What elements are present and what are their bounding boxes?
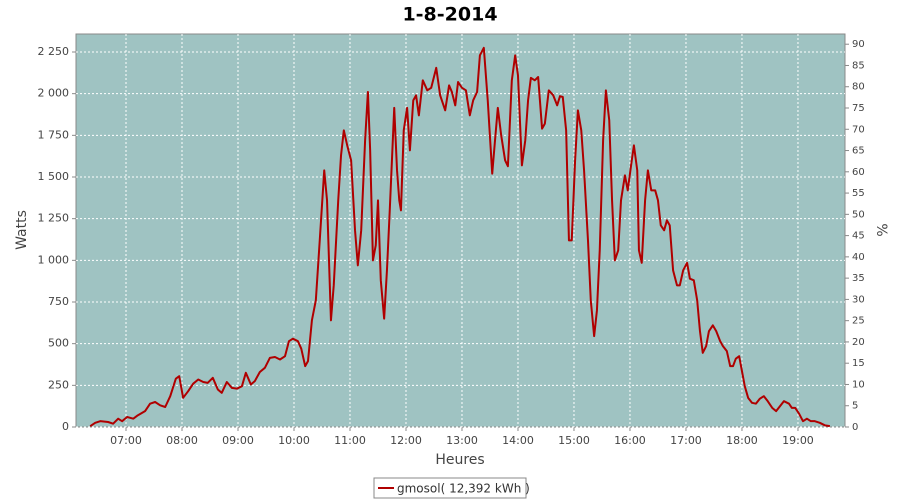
x-tick-label: 14:00 <box>502 434 534 447</box>
y2-axis-title: % <box>873 223 889 236</box>
chart-title: 1-8-2014 <box>402 4 497 26</box>
y-tick-label: 1 500 <box>38 170 70 183</box>
x-tick-label: 17:00 <box>670 434 702 447</box>
y2-tick-label: 65 <box>852 146 865 157</box>
y2-tick-label: 80 <box>852 82 865 93</box>
x-axis-title: Heures <box>435 452 484 468</box>
y-tick-label: 250 <box>48 378 69 391</box>
y2-tick-label: 15 <box>852 358 865 369</box>
y-tick-label: 2 250 <box>38 45 70 58</box>
y2-tick-label: 35 <box>852 273 865 284</box>
x-tick-label: 18:00 <box>726 434 758 447</box>
y2-tick-label: 20 <box>852 337 865 348</box>
x-tick-label: 12:00 <box>390 434 422 447</box>
y-tick-label: 750 <box>48 295 69 308</box>
series-line <box>89 46 831 428</box>
y2-tick-label: 70 <box>852 124 865 135</box>
y2-tick-label: 60 <box>852 167 865 178</box>
x-tick-label: 07:00 <box>110 434 142 447</box>
y-tick-label: 2 000 <box>38 87 70 100</box>
y2-tick-label: 90 <box>852 39 865 50</box>
x-tick-label: 08:00 <box>166 434 198 447</box>
x-tick-label: 16:00 <box>614 434 646 447</box>
y2-tick-label: 10 <box>852 379 865 390</box>
y2-tick-label: 0 <box>852 422 858 433</box>
y2-tick-label: 55 <box>852 188 865 199</box>
x-tick-label: 10:00 <box>278 434 310 447</box>
x-tick-label: 09:00 <box>222 434 254 447</box>
y-tick-label: 1 750 <box>38 128 70 141</box>
y2-tick-label: 5 <box>852 401 858 412</box>
y-tick-label: 500 <box>48 337 69 350</box>
y-tick-label: 1 000 <box>38 253 70 266</box>
y2-tick-label: 30 <box>852 294 865 305</box>
y2-tick-label: 75 <box>852 103 865 114</box>
y2-tick-label: 40 <box>852 252 865 263</box>
y2-tick-label: 25 <box>852 316 865 327</box>
x-tick-label: 13:00 <box>446 434 478 447</box>
y2-tick-label: 85 <box>852 60 865 71</box>
legend-label: gmosol( 12,392 kWh ) <box>397 482 530 496</box>
x-tick-label: 19:00 <box>782 434 814 447</box>
y2-tick-label: 45 <box>852 231 865 242</box>
legend-box <box>373 477 527 499</box>
y-tick-label: 0 <box>62 420 69 433</box>
x-tick-label: 11:00 <box>334 434 366 447</box>
y-tick-label: 1 250 <box>38 212 70 225</box>
plot-area <box>75 33 846 428</box>
y2-tick-label: 50 <box>852 209 865 220</box>
y-axis-title: Watts <box>14 210 30 250</box>
x-tick-label: 15:00 <box>558 434 590 447</box>
